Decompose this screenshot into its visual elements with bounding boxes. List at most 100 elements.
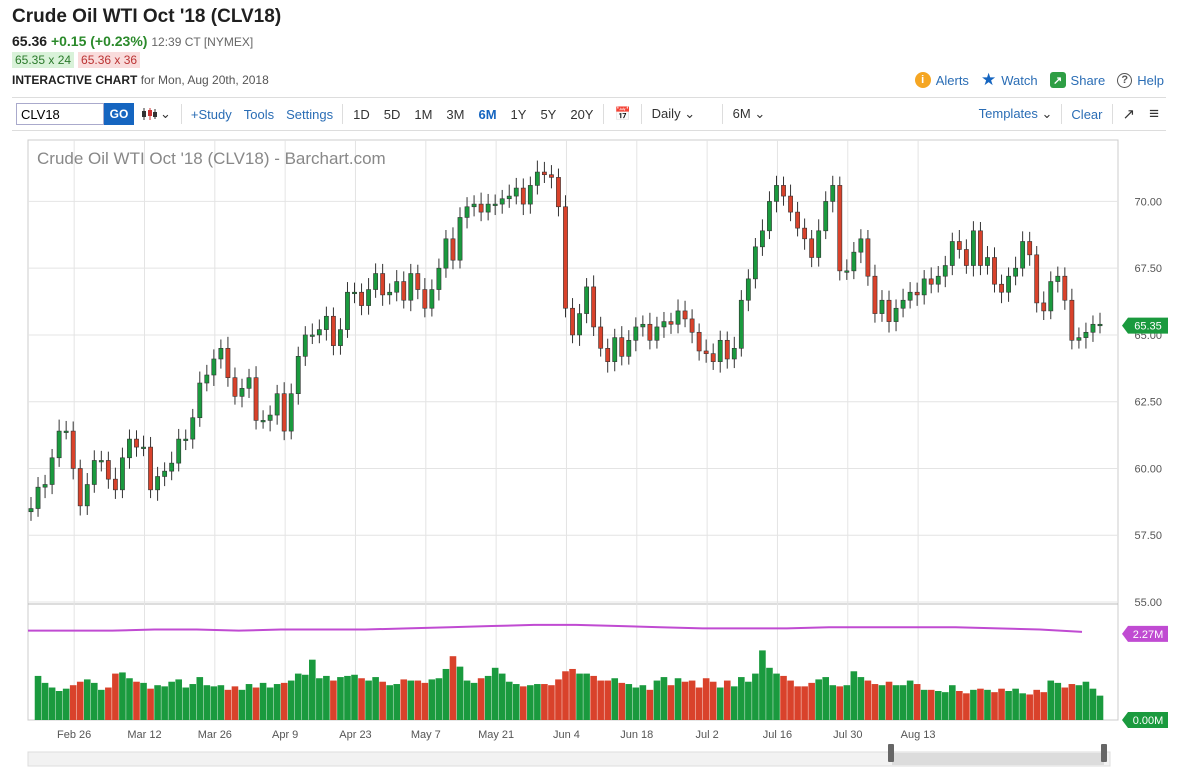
volume-bar [836, 686, 844, 720]
help-icon: ? [1117, 72, 1133, 88]
candle-body [647, 323, 653, 341]
candle-type-dropdown[interactable]: ⌄ [134, 106, 178, 122]
period-1y[interactable]: 1Y [510, 106, 527, 122]
candle-body [485, 203, 491, 213]
volume-bar [1068, 684, 1076, 720]
alerts-link[interactable]: i Alerts [914, 72, 969, 88]
candle-body [513, 187, 519, 197]
candle-body [422, 289, 428, 309]
candle-body [900, 299, 906, 309]
last-price-label: 65.35 [1134, 321, 1162, 333]
volume-bar [998, 688, 1005, 720]
menu-icon[interactable]: ≡ [1149, 104, 1159, 123]
x-tick-label: Apr 9 [272, 729, 298, 741]
candle-body [542, 171, 547, 176]
candle-body [506, 195, 512, 200]
volume-bar [98, 689, 105, 720]
volume-bar [168, 681, 175, 720]
interval-dropdown[interactable]: Daily ⌄ [645, 106, 719, 122]
volume-bar [133, 681, 140, 720]
clear-button[interactable]: Clear [1071, 106, 1103, 122]
symbol-input[interactable] [16, 103, 104, 125]
candle-body [577, 313, 582, 336]
volume-bar [1089, 688, 1097, 720]
divider [603, 104, 605, 124]
expand-icon[interactable]: ↗ [1122, 106, 1136, 123]
settings-button[interactable]: Settings [286, 106, 334, 122]
candle-body [816, 230, 822, 258]
volume-bar [69, 685, 77, 720]
watch-link[interactable]: ★ Watch [981, 71, 1038, 88]
volume-bar [224, 689, 232, 720]
volume-bar [906, 680, 914, 720]
chevron-down-icon: ⌄ [160, 106, 171, 121]
tools-button[interactable]: Tools [243, 106, 275, 122]
y-tick-label: 70.00 [1134, 196, 1162, 208]
candle-body [921, 278, 927, 296]
templates-label: Templates [978, 106, 1038, 121]
volume-bar [112, 673, 119, 720]
x-tick-label: Feb 26 [57, 729, 91, 741]
volume-bar [970, 689, 977, 720]
candle-body [1048, 281, 1054, 312]
candle-body [520, 187, 526, 205]
candle-body [823, 201, 829, 232]
volume-bar [175, 679, 182, 720]
chevron-down-icon: ⌄ [1041, 106, 1053, 121]
volume-bar [76, 681, 84, 720]
period-1d[interactable]: 1D [353, 106, 370, 122]
candle-body [457, 217, 463, 261]
volume-bar [428, 679, 436, 720]
period-20y[interactable]: 20Y [570, 106, 594, 122]
period-5y[interactable]: 5Y [540, 106, 557, 122]
period-5d[interactable]: 5D [383, 106, 401, 122]
volume-bar [126, 678, 133, 720]
volume-bar [421, 682, 429, 720]
range-dropdown[interactable]: 6M ⌄ [726, 106, 773, 122]
candle-body [155, 476, 160, 491]
candle-body [148, 446, 153, 491]
watch-label: Watch [1001, 72, 1038, 88]
templates-dropdown[interactable]: Templates ⌄ [973, 106, 1059, 122]
candle-body [316, 329, 322, 336]
candle-body [190, 417, 196, 440]
candle-body [527, 185, 533, 205]
go-button[interactable]: GO [104, 103, 134, 125]
y-tick-label: 57.50 [1134, 530, 1162, 542]
candle-body [971, 230, 976, 266]
period-1m[interactable]: 1M [414, 106, 433, 122]
y-tick-label: 67.50 [1134, 263, 1162, 275]
candle-body [886, 299, 892, 322]
volume-bar [203, 685, 211, 720]
candle-body [218, 348, 224, 360]
period-3m[interactable]: 3M [446, 106, 465, 122]
volume-bar [41, 682, 49, 720]
candle-body [105, 460, 111, 480]
period-6m[interactable]: 6M [478, 106, 497, 122]
top-links: i Alerts ★ Watch ↗ Share ? Help [914, 71, 1164, 88]
candle-body [246, 377, 252, 389]
volume-bar [337, 677, 344, 720]
study-button[interactable]: +Study [190, 106, 232, 122]
help-link[interactable]: ? Help [1117, 72, 1164, 88]
volume-bar [660, 677, 668, 720]
volume-bar [1061, 687, 1069, 720]
help-label: Help [1137, 72, 1164, 88]
volume-bar [864, 680, 872, 720]
candle-body [619, 337, 625, 357]
candle-body [999, 283, 1004, 293]
candle-body [1083, 331, 1089, 338]
volume-bar [780, 675, 787, 720]
share-link[interactable]: ↗ Share [1049, 72, 1105, 88]
calendar-icon[interactable]: 📅 [614, 106, 631, 121]
volume-bar [885, 681, 893, 720]
volume-ma-line [28, 623, 1083, 633]
volume-bar [1033, 689, 1041, 720]
volume-bar [182, 687, 190, 720]
candlestick-icon [142, 108, 157, 120]
candle-body [380, 273, 386, 296]
candle-body [1020, 241, 1026, 269]
quote-line: 65.36 +0.15 (+0.23%) 12:39 CT [NYMEX] [12, 33, 253, 49]
volume-bar [878, 685, 886, 720]
volume-zero-badge [1122, 712, 1168, 728]
